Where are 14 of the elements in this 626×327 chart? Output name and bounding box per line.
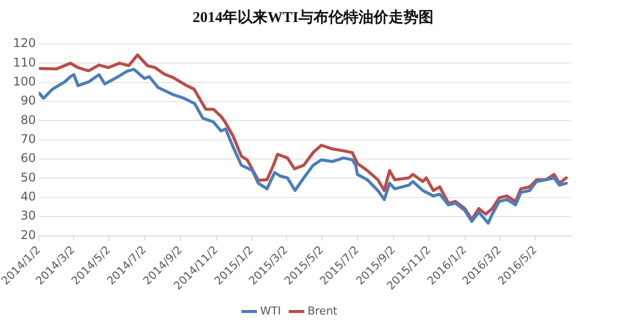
- y-tick-label: 50: [20, 170, 36, 184]
- y-tick-label: 20: [20, 228, 36, 242]
- y-tick-label: 110: [13, 55, 36, 70]
- y-tick-label: 120: [13, 36, 36, 50]
- y-tick-label: 100: [13, 74, 36, 88]
- y-tick-label: 60: [20, 151, 36, 166]
- y-tick-label: 80: [20, 112, 36, 127]
- y-tick-label: 30: [20, 208, 36, 223]
- y-tick-label: 40: [20, 190, 36, 204]
- y-tick-label: 90: [20, 94, 36, 108]
- y-tick-label: 70: [20, 132, 36, 146]
- legend-label: WTI: [260, 304, 281, 318]
- chart-title: 2014年以来WTI与布伦特油价走势图: [192, 8, 434, 27]
- legend-label: Brent: [307, 304, 338, 318]
